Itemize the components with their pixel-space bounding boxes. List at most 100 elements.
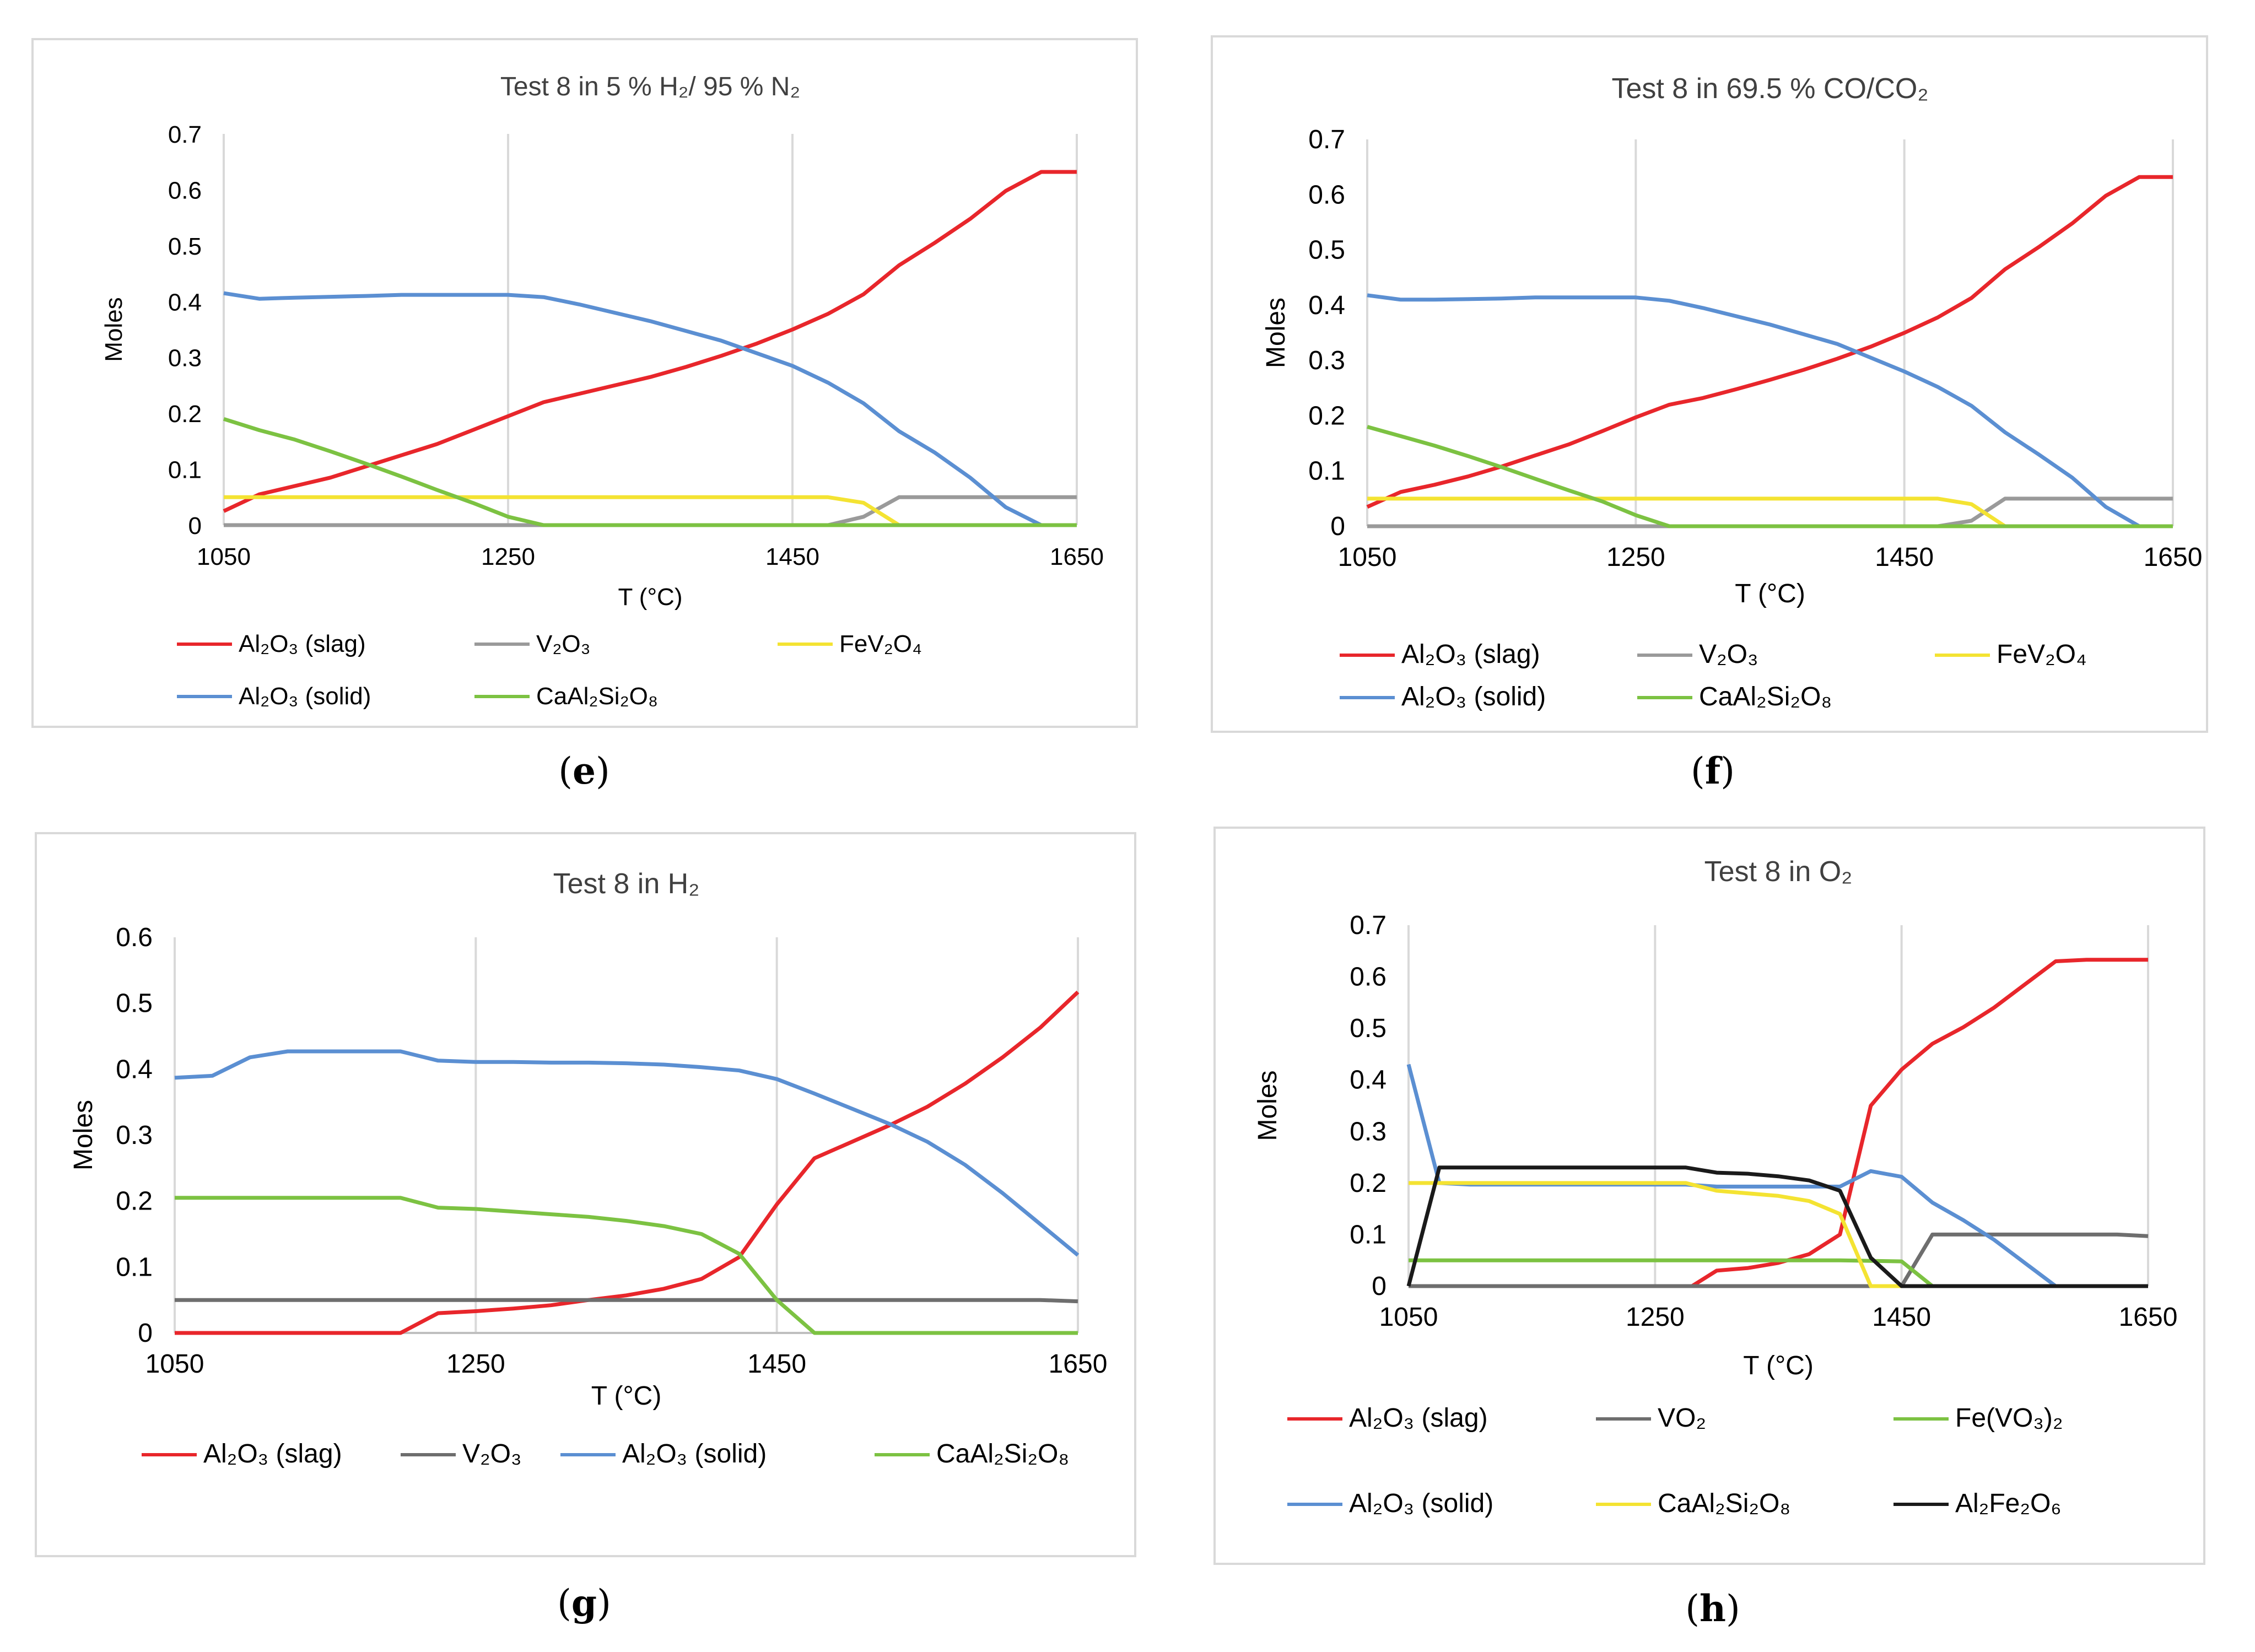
y-tick-label: 0.1 xyxy=(116,1253,153,1282)
y-tick-label: 0.7 xyxy=(168,121,202,148)
x-tick-label: 1050 xyxy=(1338,543,1397,572)
y-tick-label: 0.6 xyxy=(116,923,153,952)
series-line-fev-o- xyxy=(1367,496,2173,528)
series-line-fev-o- xyxy=(224,495,1077,527)
chart-svg-h: Test 8 in O₂ 1050 1250 1450 1650 0 0.1 0.2 0.3 0.… xyxy=(1253,856,2178,1518)
y-tick-label: 0.1 xyxy=(168,457,202,484)
series-line-caal-si-o- xyxy=(1367,425,2173,528)
chart-panel-h: Test 8 in O₂ 1050 1250 1450 1650 0 0.1 0.2 0.3 0.… xyxy=(1213,827,2205,1565)
legend-label: V₂O₃ xyxy=(536,630,591,657)
x-tick-label: 1450 xyxy=(747,1349,806,1379)
x-tick-label: 1050 xyxy=(1379,1303,1438,1332)
x-tick-label: 1050 xyxy=(197,543,251,570)
series-line-al-fe-o- xyxy=(1406,1165,2148,1288)
y-axis-title: Moles xyxy=(1253,1070,1282,1141)
y-tick-label: 0 xyxy=(138,1319,153,1348)
series-line-al-o-solid- xyxy=(223,291,1077,527)
series-line-v-o- xyxy=(175,1298,1078,1304)
y-tick-label: 0 xyxy=(1372,1272,1387,1301)
series-line-v-o- xyxy=(1367,496,2173,528)
x-tick-label: 1650 xyxy=(1050,543,1104,570)
y-axis-title: Moles xyxy=(1261,298,1291,368)
chart-panel-e: Test 8 in 5 % H₂/ 95 % N₂ 1050 1250 1450 165… xyxy=(31,38,1138,728)
y-axis-title: Moles xyxy=(69,1100,98,1170)
caption-g: (g) xyxy=(557,1581,611,1624)
chart-svg-f: Test 8 in 69.5 % CO/CO₂ 1050 1250 1450 1650 0… xyxy=(1261,73,2203,711)
y-tick-label: 0.5 xyxy=(116,989,153,1018)
y-tick-label: 0.7 xyxy=(1308,125,1345,154)
x-tick-label: 1650 xyxy=(2119,1303,2178,1332)
x-tick-label: 1650 xyxy=(1049,1349,1108,1379)
y-tick-label: 0.6 xyxy=(1308,180,1345,209)
legend-label: Al₂O₃ (solid) xyxy=(239,683,371,710)
legend-label: V₂O₃ xyxy=(1699,640,1758,669)
x-axis-title: T (°C) xyxy=(1735,579,1805,608)
series-line-caal-si-o- xyxy=(175,1196,1078,1335)
y-tick-label: 0 xyxy=(188,512,202,539)
y-tick-label: 0.2 xyxy=(1308,401,1345,430)
chart-title: Test 8 in 69.5 % CO/CO₂ xyxy=(1611,73,1928,105)
chart-title: Test 8 in H₂ xyxy=(553,868,700,900)
x-tick-label: 1450 xyxy=(765,543,819,570)
y-tick-label: 0.2 xyxy=(1350,1169,1387,1198)
x-tick-label: 1250 xyxy=(446,1349,505,1379)
y-tick-label: 0.5 xyxy=(1308,236,1345,265)
y-axis-title: Moles xyxy=(100,297,127,361)
legend-label: FeV₂O₄ xyxy=(1997,640,2087,669)
caption-e: (e) xyxy=(558,749,610,792)
x-tick-label: 1250 xyxy=(481,543,535,570)
x-tick-label: 1650 xyxy=(2144,543,2203,572)
legend-label: Al₂O₃ (solid) xyxy=(1349,1489,1493,1518)
series-line-al-o-solid- xyxy=(1367,293,2173,528)
y-tick-label: 0.2 xyxy=(168,401,202,428)
series-line-al-o-solid- xyxy=(174,1049,1080,1257)
y-tick-label: 0.4 xyxy=(1350,1066,1387,1095)
legend-label: Al₂O₃ (solid) xyxy=(1401,682,1546,711)
y-tick-label: 0 xyxy=(1330,512,1345,541)
y-tick-label: 0.4 xyxy=(116,1055,153,1084)
x-axis-title: T (°C) xyxy=(618,584,683,611)
series-line-v-o- xyxy=(224,495,1077,527)
y-tick-label: 0.3 xyxy=(168,345,202,372)
legend-label: CaAl₂Si₂O₈ xyxy=(1699,682,1832,711)
x-tick-label: 1450 xyxy=(1875,543,1934,572)
legend-label: Al₂Fe₂O₆ xyxy=(1955,1489,2062,1518)
series-line-al-o-slag- xyxy=(223,170,1077,513)
legend-label: CaAl₂Si₂O₈ xyxy=(536,683,658,710)
legend-label: V₂O₃ xyxy=(462,1439,522,1469)
x-tick-label: 1250 xyxy=(1626,1303,1685,1332)
x-axis-title: T (°C) xyxy=(1743,1351,1814,1380)
legend-label: Al₂O₃ (slag) xyxy=(239,630,366,657)
chart-title: Test 8 in O₂ xyxy=(1704,856,1853,888)
y-tick-label: 0.5 xyxy=(168,233,202,260)
y-tick-label: 0.3 xyxy=(1350,1117,1387,1146)
chart-panel-f: Test 8 in 69.5 % CO/CO₂ 1050 1250 1450 1650 0… xyxy=(1211,35,2208,733)
caption-h: (h) xyxy=(1685,1587,1740,1630)
y-tick-label: 0.7 xyxy=(1350,911,1387,940)
chart-svg-e: Test 8 in 5 % H₂/ 95 % N₂ 1050 1250 1450 165… xyxy=(100,72,1104,710)
legend-label: Al₂O₃ (solid) xyxy=(622,1439,767,1469)
y-tick-label: 0.1 xyxy=(1350,1220,1387,1249)
legend-label: Al₂O₃ (slag) xyxy=(203,1439,342,1469)
chart-title: Test 8 in 5 % H₂/ 95 % N₂ xyxy=(500,72,800,101)
y-tick-label: 0.4 xyxy=(168,289,202,316)
y-tick-label: 0.6 xyxy=(168,177,202,204)
y-tick-label: 0.1 xyxy=(1308,457,1345,486)
x-axis-title: T (°C) xyxy=(591,1381,662,1411)
series-line-caal-si-o- xyxy=(223,417,1077,527)
x-tick-label: 1050 xyxy=(145,1349,204,1379)
caption-f: (f) xyxy=(1691,749,1735,792)
series-line-al-o-slag- xyxy=(1409,958,2148,1288)
legend-label: Fe(VO₃)₂ xyxy=(1955,1403,2063,1433)
legend-label: CaAl₂Si₂O₈ xyxy=(1658,1489,1790,1518)
legend-label: Al₂O₃ (slag) xyxy=(1401,640,1540,669)
y-tick-label: 0.2 xyxy=(116,1187,153,1216)
legend-label: VO₂ xyxy=(1658,1403,1706,1433)
series-line-vo- xyxy=(1409,1232,2149,1288)
chart-panel-g: Test 8 in H₂ 1050 1250 1450 1650 0 0.1 0.2 0.3 0.… xyxy=(35,832,1136,1557)
legend-label: FeV₂O₄ xyxy=(839,630,922,657)
y-tick-label: 0.4 xyxy=(1308,291,1345,320)
y-tick-label: 0.3 xyxy=(1308,346,1345,375)
legend-label: Al₂O₃ (slag) xyxy=(1349,1403,1488,1433)
series-line-al-o-slag- xyxy=(1366,175,2173,509)
